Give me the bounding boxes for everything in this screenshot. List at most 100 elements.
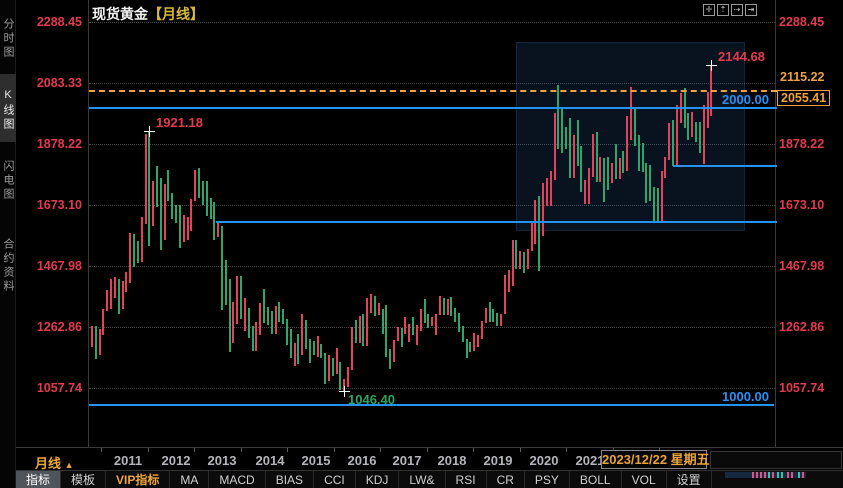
candle-bar	[278, 302, 280, 322]
candle-bar	[99, 329, 101, 355]
nav-data-tick	[760, 472, 762, 478]
candle-bar	[362, 314, 364, 346]
y-axis-scale-icon[interactable]: ⇡	[717, 4, 729, 16]
candle-bar	[206, 181, 208, 216]
tab-RSI[interactable]: RSI	[446, 471, 487, 488]
extreme-cross-marker-low-2015	[339, 386, 350, 397]
candle-bar	[320, 344, 322, 358]
candle-bar	[290, 329, 292, 358]
candle-bar	[580, 146, 582, 192]
x-axis-scale-icon[interactable]: ⇢	[731, 4, 743, 16]
candle-bar	[156, 166, 158, 207]
price-gridline	[89, 144, 775, 145]
sidebar-item-4[interactable]: 合约资料	[2, 238, 14, 294]
candle-bar	[523, 252, 525, 273]
candle-bar	[190, 199, 192, 231]
price-tick-left: 1467.98	[36, 259, 82, 273]
tab-KDJ[interactable]: KDJ	[356, 471, 400, 488]
candle-bar	[573, 135, 575, 178]
candle-bar	[412, 317, 414, 335]
time-axis-row: 月线 ▲ 2011 2012 2013 2014 2015 2016 2017 2018 201…	[0, 447, 843, 472]
tab-MA[interactable]: MA	[170, 471, 210, 488]
year-tick	[148, 448, 149, 452]
candle-bar	[236, 276, 238, 324]
nav-data-tick	[756, 472, 758, 478]
candle-bar	[91, 326, 93, 347]
price-tick-left: 1673.10	[36, 198, 82, 212]
tab-模板[interactable]: 模板	[61, 471, 107, 488]
tab-设置[interactable]: 设置	[667, 471, 712, 488]
candle-bar	[664, 157, 666, 178]
drawn-line-current-price[interactable]	[89, 90, 777, 92]
candle-bar	[309, 339, 311, 363]
candle-bar	[707, 92, 709, 128]
candle-bar	[110, 279, 112, 309]
candle-bar	[129, 233, 131, 283]
year-tick	[520, 448, 521, 452]
drawn-line-support-1616[interactable]	[216, 221, 777, 223]
candle-bar	[240, 276, 242, 319]
candle-bar	[619, 158, 621, 179]
nav-data-tick	[802, 472, 804, 478]
extreme-price-label-low-2015: 1046.40	[348, 392, 395, 407]
candle-bar	[443, 298, 445, 315]
candle-bar	[122, 281, 124, 309]
tab-LW&[interactable]: LW&	[399, 471, 446, 488]
candle-bar	[351, 327, 353, 370]
tab-MACD[interactable]: MACD	[209, 471, 266, 488]
tab-BOLL[interactable]: BOLL	[570, 471, 622, 488]
candle-bar	[370, 294, 372, 313]
tab-CR[interactable]: CR	[487, 471, 525, 488]
price-tick-left: 2083.33	[36, 76, 82, 90]
drawn-line-level-2000[interactable]	[89, 107, 777, 109]
candle-bar	[565, 127, 567, 149]
sidebar-item-2[interactable]: K线图	[0, 74, 16, 142]
nav-data-tick	[764, 472, 766, 478]
year-tick	[427, 448, 428, 452]
candle-bar	[584, 180, 586, 204]
candle-bar	[263, 289, 265, 323]
candle-bar	[592, 134, 594, 177]
candle-bar	[477, 335, 479, 347]
pan-right-icon[interactable]: ⇥	[745, 4, 757, 16]
year-label-2012: 2012	[161, 453, 191, 468]
candle-bar	[160, 178, 162, 250]
nav-data-tick	[772, 472, 774, 478]
drawn-line-support-1805[interactable]	[673, 165, 777, 167]
year-label-2015: 2015	[301, 453, 331, 468]
drawn-line-level-1000[interactable]	[89, 404, 774, 406]
candle-bar	[596, 132, 598, 182]
candle-bar	[252, 326, 254, 351]
tab-VOL[interactable]: VOL	[622, 471, 667, 488]
candle-bar	[599, 157, 601, 182]
price-tick-right: 1262.86	[779, 320, 825, 334]
candle-bar	[424, 299, 426, 323]
tab-BIAS[interactable]: BIAS	[266, 471, 315, 488]
candle-bar	[255, 322, 257, 351]
tab-指标[interactable]: 指标	[16, 471, 62, 488]
crosshair-move-icon[interactable]: ✛	[703, 4, 715, 16]
tab-CCI[interactable]: CCI	[314, 471, 356, 488]
year-tick	[334, 448, 335, 452]
candle-bar	[187, 217, 189, 240]
candle-bar	[622, 151, 624, 173]
candle-bar	[481, 321, 483, 339]
candle-bar	[500, 314, 502, 326]
tab-PSY[interactable]: PSY	[525, 471, 570, 488]
candle-bar	[213, 202, 215, 240]
year-label-2018: 2018	[437, 453, 467, 468]
extreme-cross-marker-peak-2011	[144, 126, 155, 137]
candle-bar	[198, 168, 200, 198]
candlestick-chart-area[interactable]: 2000.00 1000.00 1921.18 2144.68 1046.40	[88, 0, 777, 447]
candle-bar	[626, 116, 628, 171]
sidebar-item-3[interactable]: 闪电图	[2, 160, 14, 202]
period-selector[interactable]: 月线 ▲	[35, 453, 74, 472]
sidebar-item-1[interactable]: 分时图	[2, 18, 14, 60]
candle-bar	[454, 308, 456, 322]
mini-navigator-strip[interactable]	[725, 472, 806, 478]
indicator-toolbar: 指标 模板 VIP指标 MA MACD BIAS CCI KDJ LW& RSI CR PSY BOLL…	[0, 470, 843, 488]
candle-bar	[305, 320, 307, 349]
chart-toolbar-icons: ✛ ⇡ ⇢ ⇥	[703, 4, 757, 16]
tab-VIP指标[interactable]: VIP指标	[106, 471, 171, 488]
